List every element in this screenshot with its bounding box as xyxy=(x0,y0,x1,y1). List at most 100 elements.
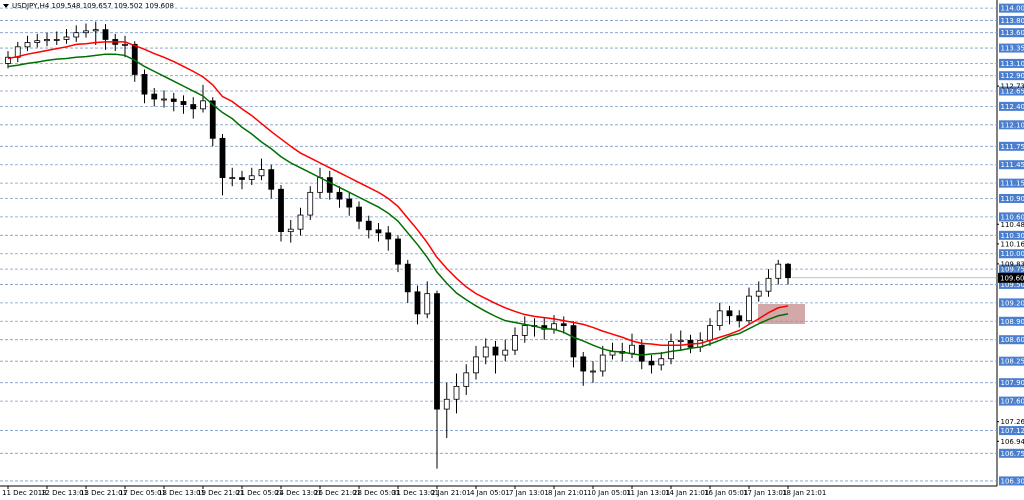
candle-body xyxy=(34,40,41,43)
candle-body xyxy=(248,175,255,180)
candle-body xyxy=(775,263,782,279)
candle-body xyxy=(365,220,372,231)
moving-average-line xyxy=(7,41,789,346)
candle-body xyxy=(122,43,128,46)
y-tick-box xyxy=(999,101,1024,111)
candle-body xyxy=(590,370,596,373)
candle-body xyxy=(346,198,353,208)
x-tick-label: 2 Jan 21:01 xyxy=(431,489,471,497)
y-tick-label: 114.000 xyxy=(1001,5,1024,13)
x-tick-label: 14 Jan 21:01 xyxy=(665,489,709,497)
y-tick-box xyxy=(999,396,1024,406)
candle-body xyxy=(424,293,431,315)
candle-body xyxy=(258,169,265,177)
y-tick-box xyxy=(999,3,1024,13)
x-tick-label: 7 Jan 13:01 xyxy=(509,489,549,497)
y-tick-label: 113.600 xyxy=(1001,29,1024,37)
candle-body xyxy=(24,42,31,48)
candle-body xyxy=(638,344,645,362)
moving-average-line xyxy=(7,53,789,356)
y-tick-label: 107.600 xyxy=(1001,398,1024,406)
candle-body xyxy=(726,310,733,317)
y-tick-box xyxy=(999,230,1024,240)
y-tick-box xyxy=(999,28,1024,38)
candle-body xyxy=(102,29,109,40)
candle-body xyxy=(443,398,450,410)
candle-body xyxy=(297,214,304,230)
candle-body xyxy=(92,29,99,32)
candle-body xyxy=(599,354,606,372)
symbol-icon xyxy=(3,4,9,8)
y-tick-box xyxy=(999,378,1024,388)
candle-body xyxy=(521,325,528,336)
candle-body xyxy=(161,98,167,101)
candle-body xyxy=(170,98,177,102)
y-tick-box xyxy=(999,212,1024,222)
candle-body xyxy=(375,229,382,234)
x-tick-label: 11 Jan 13:01 xyxy=(626,489,670,497)
candle-body xyxy=(278,188,284,233)
candle-body xyxy=(629,344,635,354)
x-tick-label: 4 Jan 05:01 xyxy=(470,489,510,497)
candle-body xyxy=(658,358,665,366)
candle-body xyxy=(648,360,655,366)
y-tick-label: 107.120 xyxy=(1001,427,1024,435)
y-tick-box xyxy=(999,298,1024,308)
candle-body xyxy=(755,290,762,297)
y-tick-label: 109.750 xyxy=(1001,266,1024,274)
candle-body xyxy=(336,191,343,200)
candle-body xyxy=(404,263,411,293)
y-tick-box xyxy=(999,43,1024,53)
x-tick-label: 8 Jan 21:01 xyxy=(548,489,588,497)
candle-body xyxy=(414,291,421,315)
x-tick-label: 18 Jan 21:01 xyxy=(782,489,826,497)
candle-body xyxy=(716,310,723,326)
y-tick-label: 106.750 xyxy=(1001,450,1024,458)
candle-body xyxy=(512,335,518,351)
y-tick-label: 107.265 xyxy=(1001,418,1024,426)
candle-body xyxy=(141,74,148,95)
x-tick-label: 13 Dec 21:01 xyxy=(80,489,127,497)
x-tick-label: 18 Dec 13:01 xyxy=(158,489,205,497)
last-price-label: 109.608 xyxy=(1000,274,1024,282)
x-tick-label: 16 Jan 05:01 xyxy=(704,489,748,497)
x-tick-label: 21 Dec 05:01 xyxy=(236,489,283,497)
y-tick-label: 109.500 xyxy=(1001,281,1024,289)
y-tick-label: 110.900 xyxy=(1001,195,1024,203)
candle-body xyxy=(229,177,236,180)
y-tick-box xyxy=(999,335,1024,345)
y-tick-box xyxy=(999,178,1024,188)
y-tick-box xyxy=(999,356,1024,366)
y-tick-label: 113.350 xyxy=(1001,45,1024,53)
candle-body xyxy=(287,228,294,233)
x-tick-label: 26 Dec 21:01 xyxy=(314,489,361,497)
y-tick-label: 106.300 xyxy=(1001,477,1024,485)
y-tick-label: 112.900 xyxy=(1001,72,1024,80)
y-tick-label: 108.250 xyxy=(1001,358,1024,366)
candle-body xyxy=(395,238,401,265)
y-tick-box xyxy=(999,58,1024,68)
y-tick-box xyxy=(999,71,1024,81)
y-tick-box xyxy=(999,193,1024,203)
candle-body xyxy=(785,263,791,279)
y-tick-box xyxy=(999,15,1024,25)
y-tick-label: 110.160 xyxy=(1001,240,1024,248)
candle-body xyxy=(765,277,772,292)
x-tick-label: 10 Jan 05:01 xyxy=(587,489,631,497)
y-tick-box xyxy=(999,86,1024,96)
y-tick-label: 110.300 xyxy=(1001,232,1024,240)
y-tick-box xyxy=(999,426,1024,436)
candle-body xyxy=(434,293,440,410)
y-tick-label: 112.400 xyxy=(1001,103,1024,111)
y-tick-label: 110.480 xyxy=(1001,221,1024,229)
y-tick-box xyxy=(999,448,1024,458)
candle-body xyxy=(473,356,479,374)
y-tick-label: 113.100 xyxy=(1001,60,1024,68)
y-tick-label: 106.945 xyxy=(1001,438,1024,446)
y-tick-label: 109.835 xyxy=(1001,260,1024,268)
candle-body xyxy=(209,100,216,139)
y-tick-label: 109.200 xyxy=(1001,299,1024,307)
x-tick-label: 31 Dec 13:01 xyxy=(392,489,439,497)
x-tick-label: 28 Dec 05:01 xyxy=(353,489,400,497)
candle-body xyxy=(668,341,674,360)
